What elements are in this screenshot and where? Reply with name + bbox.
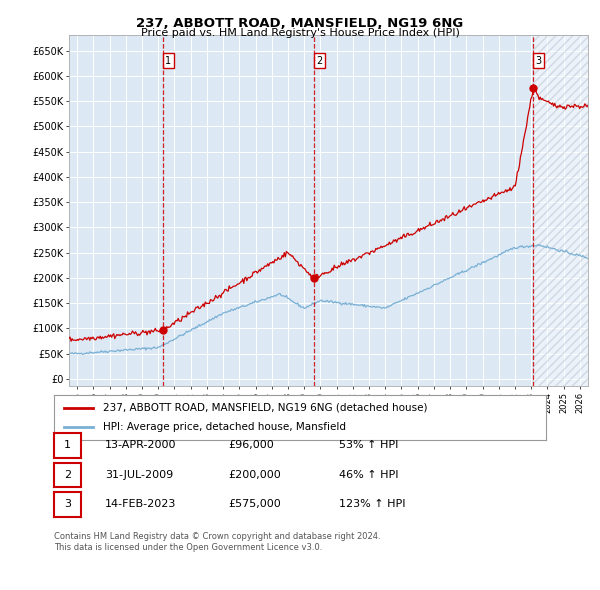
Text: 2: 2 bbox=[64, 470, 71, 480]
Text: 53% ↑ HPI: 53% ↑ HPI bbox=[339, 441, 398, 450]
Text: 237, ABBOTT ROAD, MANSFIELD, NG19 6NG (detached house): 237, ABBOTT ROAD, MANSFIELD, NG19 6NG (d… bbox=[103, 403, 428, 412]
Text: 3: 3 bbox=[64, 500, 71, 509]
Text: £200,000: £200,000 bbox=[228, 470, 281, 480]
Text: 14-FEB-2023: 14-FEB-2023 bbox=[105, 500, 176, 509]
Text: 13-APR-2000: 13-APR-2000 bbox=[105, 441, 176, 450]
Text: HPI: Average price, detached house, Mansfield: HPI: Average price, detached house, Mans… bbox=[103, 422, 346, 432]
Text: 3: 3 bbox=[536, 55, 542, 65]
Text: 2: 2 bbox=[316, 55, 322, 65]
Text: 237, ABBOTT ROAD, MANSFIELD, NG19 6NG: 237, ABBOTT ROAD, MANSFIELD, NG19 6NG bbox=[136, 17, 464, 30]
Text: Contains HM Land Registry data © Crown copyright and database right 2024.
This d: Contains HM Land Registry data © Crown c… bbox=[54, 532, 380, 552]
Text: £575,000: £575,000 bbox=[228, 500, 281, 509]
Text: Price paid vs. HM Land Registry's House Price Index (HPI): Price paid vs. HM Land Registry's House … bbox=[140, 28, 460, 38]
Text: £96,000: £96,000 bbox=[228, 441, 274, 450]
Text: 46% ↑ HPI: 46% ↑ HPI bbox=[339, 470, 398, 480]
Bar bbox=[533, 35, 588, 386]
Text: 1: 1 bbox=[165, 55, 172, 65]
Text: 31-JUL-2009: 31-JUL-2009 bbox=[105, 470, 173, 480]
Text: 123% ↑ HPI: 123% ↑ HPI bbox=[339, 500, 406, 509]
Text: 1: 1 bbox=[64, 441, 71, 450]
